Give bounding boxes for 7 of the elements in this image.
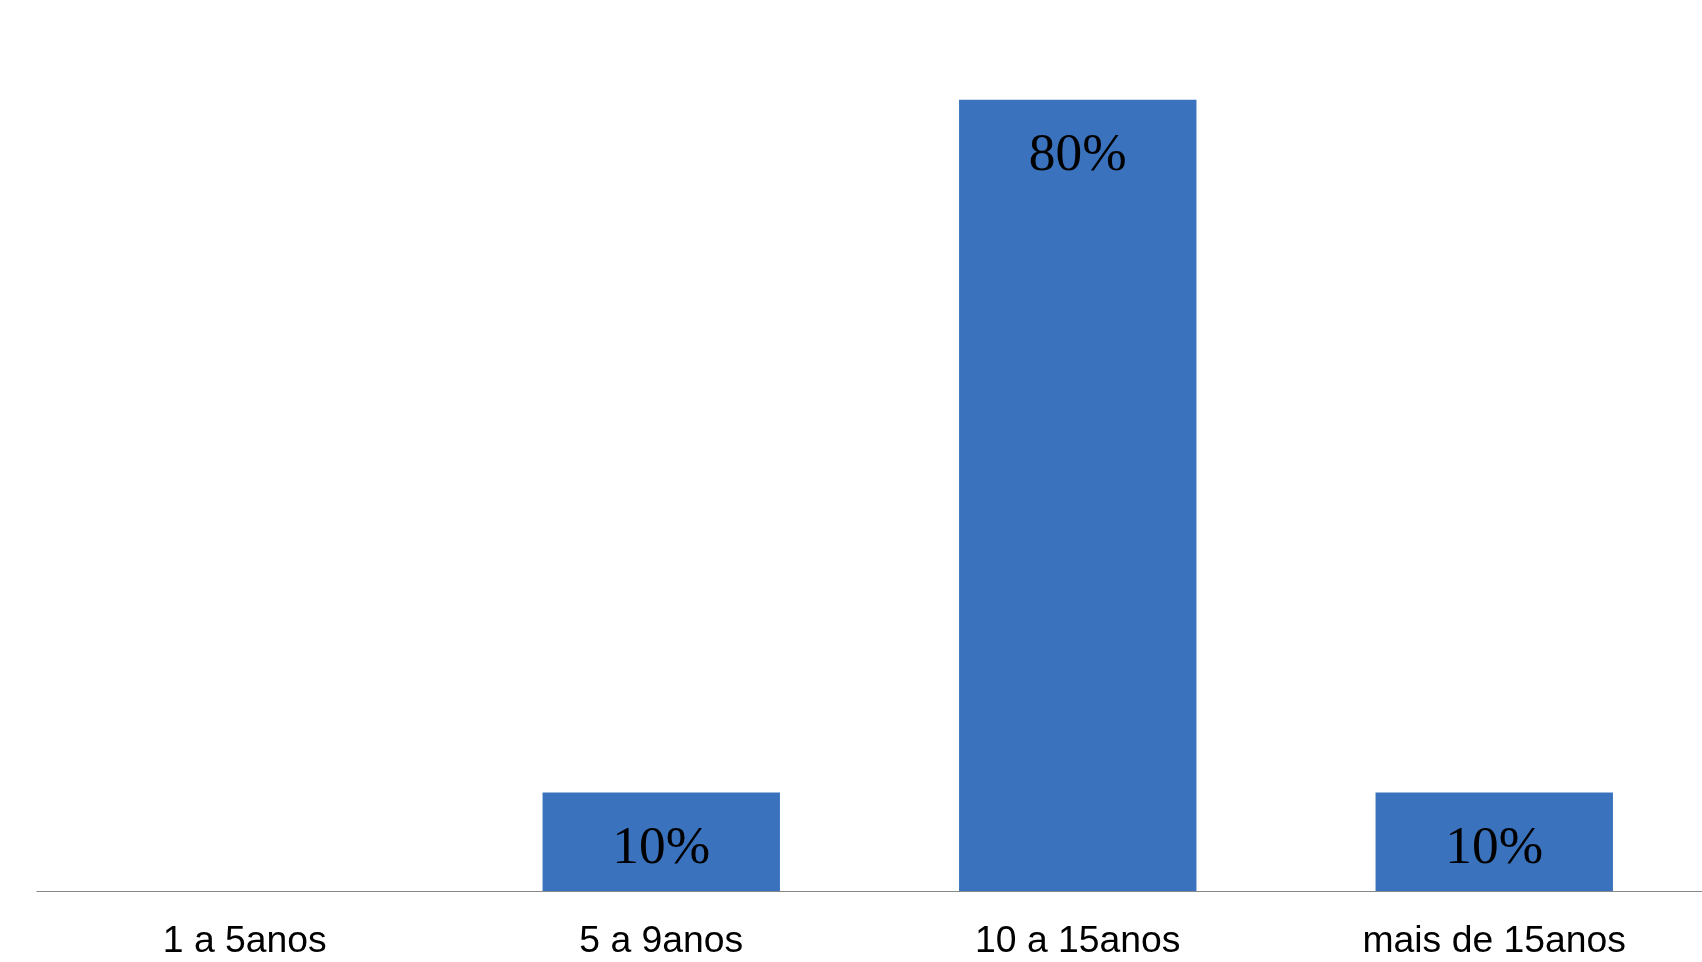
data-label: 10% [1445, 814, 1544, 875]
x-tick-label: 5 a 9anos [579, 917, 744, 960]
x-tick-label: 1 a 5anos [162, 917, 327, 960]
x-tick-label: mais de 15anos [1362, 917, 1627, 960]
data-label: 10% [612, 814, 711, 875]
x-tick-label: 10 a 15anos [975, 917, 1181, 960]
data-label: 80% [1028, 121, 1127, 182]
